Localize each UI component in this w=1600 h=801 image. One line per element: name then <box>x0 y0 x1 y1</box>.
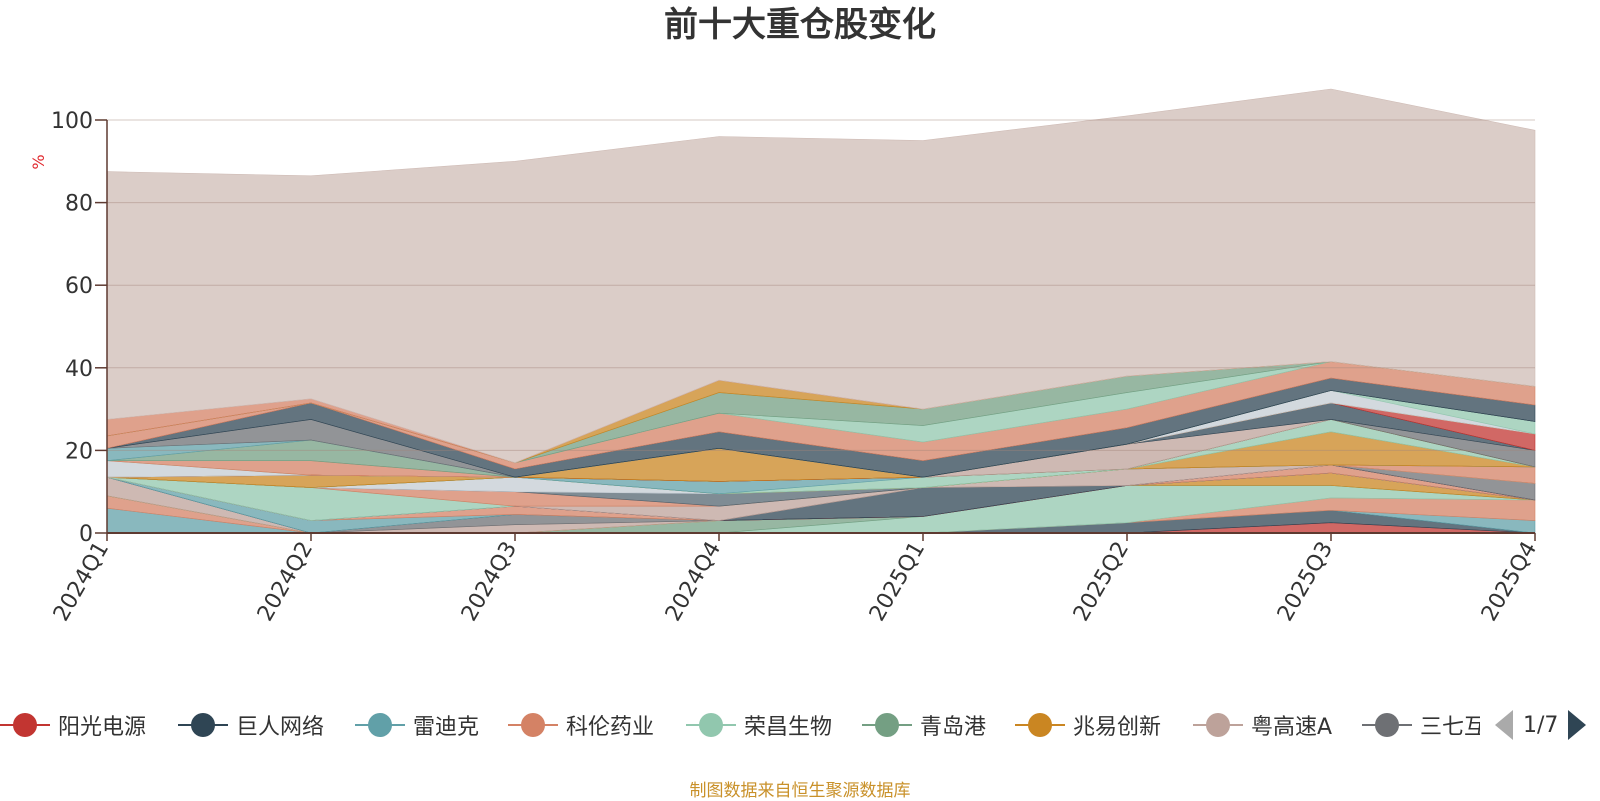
legend-marker-icon <box>862 705 912 745</box>
legend-item[interactable]: 科伦药业 <box>508 705 654 745</box>
legend-item[interactable]: 雷迪克 <box>355 705 479 745</box>
y-tick-label: 0 <box>79 522 93 547</box>
legend-marker-icon <box>1015 705 1065 745</box>
legend-marker-icon <box>686 705 736 745</box>
y-tick-label: 80 <box>65 192 93 217</box>
legend-marker-icon <box>178 705 228 745</box>
legend-label: 粤高速A <box>1251 715 1333 740</box>
legend-label: 阳光电源 <box>58 715 147 740</box>
legend-pager: 1/7 <box>1495 705 1587 745</box>
legend-next-page-icon[interactable] <box>1568 710 1587 740</box>
x-tick-label: 2024Q4 <box>661 538 726 626</box>
chart-title: 前十大重仓股变化 <box>664 5 936 45</box>
legend-item[interactable]: 兆易创新 <box>1015 705 1161 745</box>
legend-label: 巨人网络 <box>236 715 325 740</box>
legend-item[interactable]: 青岛港 <box>862 705 986 745</box>
legend-marker-icon <box>355 705 405 745</box>
legend-item[interactable]: 阳光电源 <box>0 705 146 745</box>
legend-item[interactable]: 三七互娱 <box>1362 705 1480 745</box>
x-tick-label: 2024Q1 <box>49 538 114 626</box>
x-tick-label: 2024Q3 <box>457 538 522 626</box>
legend-label: 荣昌生物 <box>744 715 833 740</box>
legend-item[interactable]: 巨人网络 <box>178 705 324 745</box>
legend-marker-icon <box>1193 705 1243 745</box>
x-tick-label: 2025Q3 <box>1273 538 1338 626</box>
y-tick-label: 20 <box>65 439 93 464</box>
stacked-area-chart: 0 20 40 60 80 100 2024Q1 2024Q2 2024Q3 2024Q4 2025… <box>29 88 1542 626</box>
y-tick-label: 40 <box>65 357 93 382</box>
legend: 阳光电源 巨人网络 雷迪克 科伦药业 荣昌生物 青岛港 兆易创新 粤高速A 三七互娱 <box>0 705 1480 745</box>
x-tick-label: 2025Q4 <box>1477 538 1542 626</box>
y-tick-label: 100 <box>51 109 93 134</box>
source-note: 制图数据来自恒生聚源数据库 <box>689 781 911 801</box>
legend-label: 兆易创新 <box>1073 715 1162 740</box>
x-tick-label: 2025Q2 <box>1069 538 1134 626</box>
legend-marker-icon <box>0 705 50 745</box>
legend-label: 雷迪克 <box>413 715 480 740</box>
legend-label: 三七互娱 <box>1420 715 1480 740</box>
x-tick-label: 2025Q1 <box>865 538 930 626</box>
legend-item[interactable]: 粤高速A <box>1193 705 1332 745</box>
y-tick-label: 60 <box>65 274 93 299</box>
x-tick-label: 2024Q2 <box>253 538 318 626</box>
legend-label: 科伦药业 <box>566 715 655 740</box>
legend-item[interactable]: 荣昌生物 <box>686 705 832 745</box>
legend-page-info: 1/7 <box>1523 712 1559 738</box>
legend-label: 青岛港 <box>920 715 987 740</box>
y-axis-label: % <box>29 154 48 169</box>
area-series-43 <box>106 88 1536 464</box>
legend-prev-page-icon[interactable] <box>1495 710 1513 740</box>
legend-marker-icon <box>508 705 558 745</box>
legend-marker-icon <box>1362 705 1412 745</box>
